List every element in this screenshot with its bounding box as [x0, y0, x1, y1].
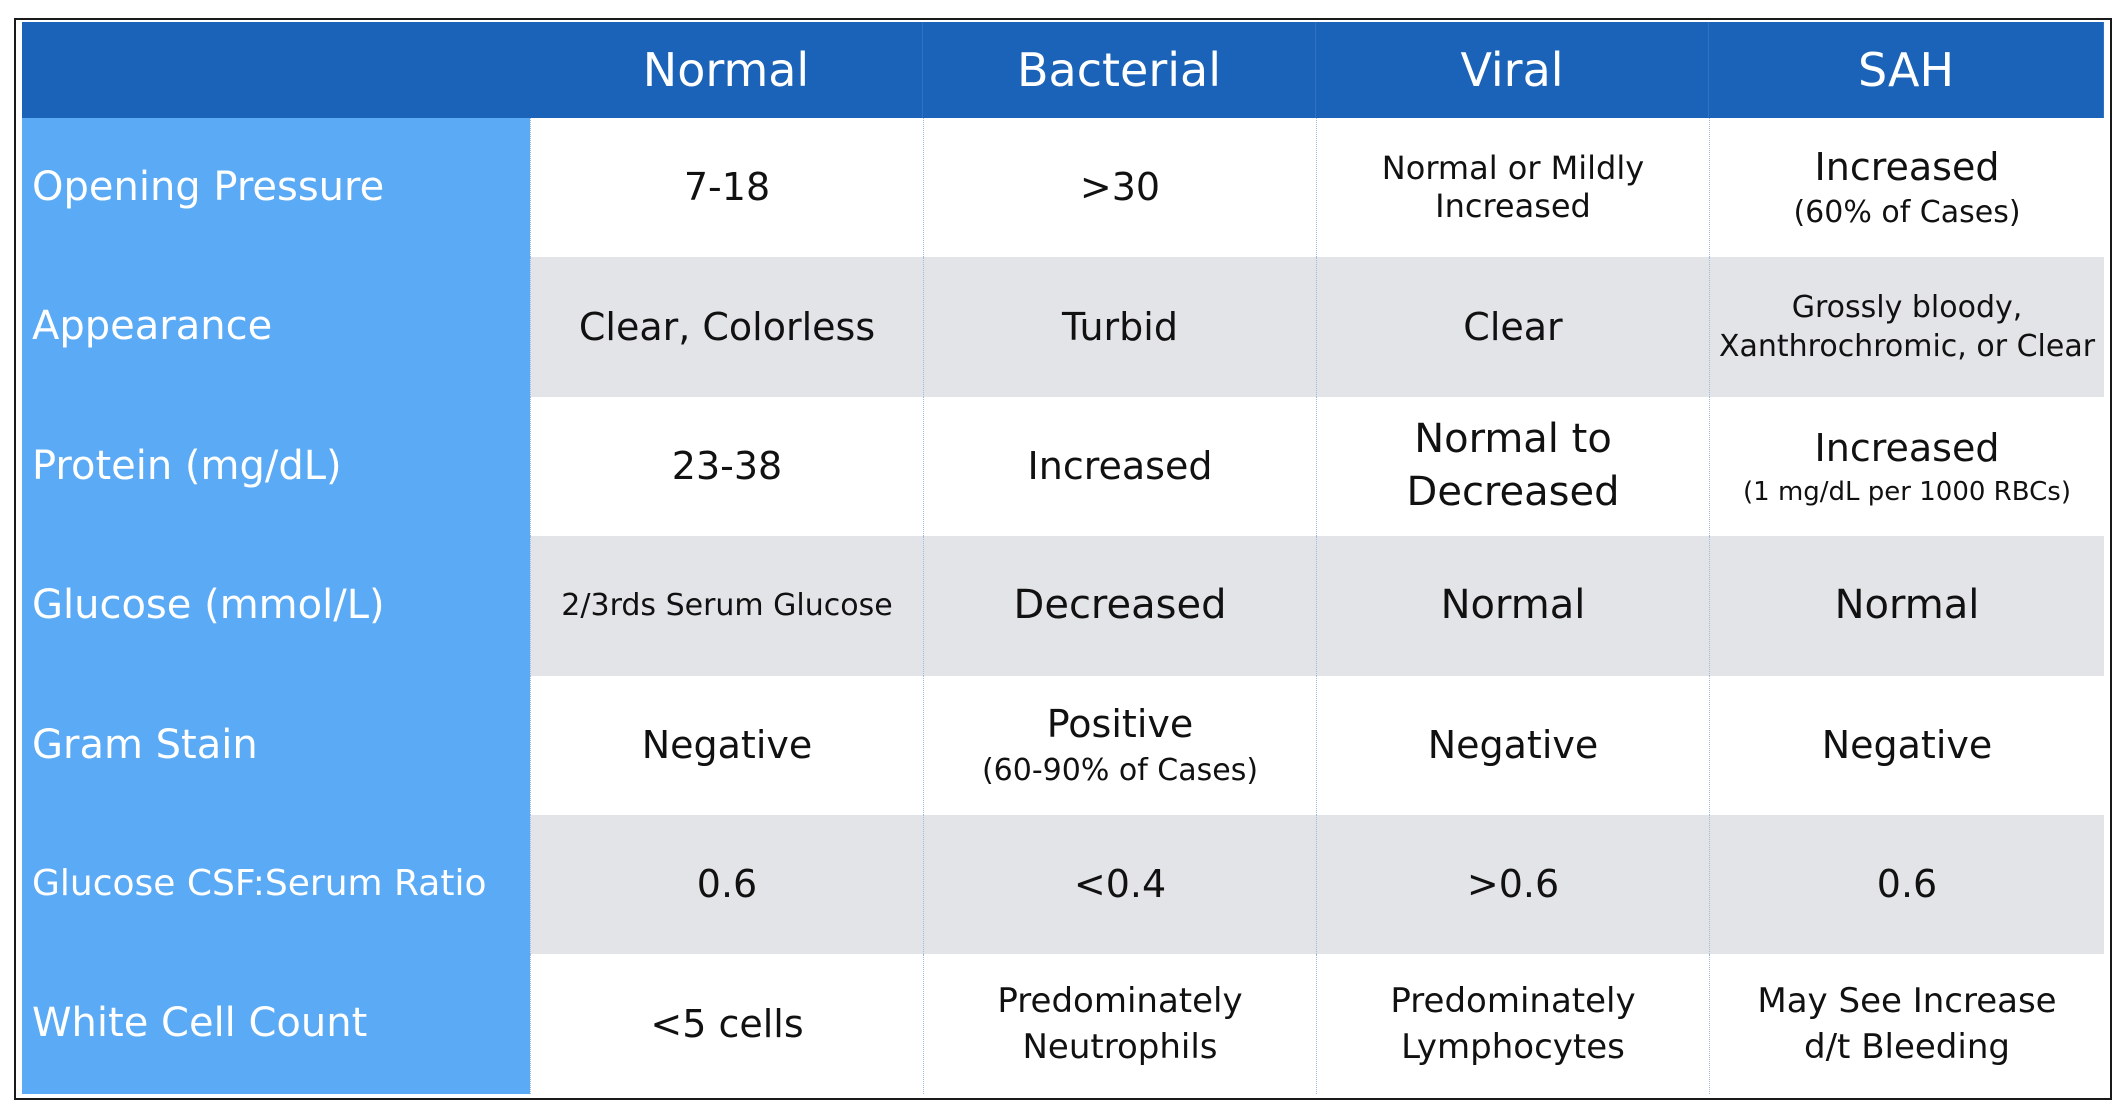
- table-cell: Clear: [1316, 257, 1709, 397]
- column-header-viral: Viral: [1316, 22, 1709, 118]
- cell-value: 7-18: [683, 165, 771, 210]
- cell-value: <5 cells: [650, 1001, 804, 1046]
- cell-subnote: (60% of Cases): [1793, 195, 2021, 231]
- cell-value: Negative: [1427, 722, 1599, 767]
- cell-subnote: (1 mg/dL per 1000 RBCs): [1743, 476, 2071, 507]
- cell-value: Positive: [1046, 702, 1194, 747]
- table-cell: Normal to Decreased: [1316, 396, 1709, 537]
- cell-value-line2: Neutrophils: [1022, 1027, 1218, 1068]
- table-cell: Decreased: [923, 536, 1316, 676]
- cell-value: Negative: [641, 722, 813, 767]
- cell-value: Predominately: [997, 980, 1243, 1021]
- table-cell: Normal: [1709, 536, 2104, 676]
- cell-value-line2: Xanthrochromic, or Clear: [1718, 329, 2096, 365]
- table-cell: Positive (60-90% of Cases): [923, 675, 1316, 815]
- cell-value: <0.4: [1073, 862, 1167, 907]
- table-cell: 0.6: [530, 814, 923, 955]
- table-cell: Negative: [1709, 675, 2104, 815]
- cell-value: 23-38: [671, 444, 783, 489]
- table-cell: May See Increase d/t Bleeding: [1709, 954, 2104, 1094]
- cell-value: Increased: [1814, 144, 2000, 189]
- row-label-glucose: Glucose (mmol/L): [22, 536, 530, 676]
- csf-comparison-table: Normal Bacterial Viral SAH Opening Press…: [22, 22, 2104, 1094]
- table-cell: Predominately Neutrophils: [923, 954, 1316, 1094]
- cell-value: >0.6: [1466, 862, 1560, 907]
- table-cell: Normal or Mildly Increased: [1316, 118, 1709, 258]
- row-label-glucose-ratio: Glucose CSF:Serum Ratio: [22, 814, 530, 955]
- cell-value: Normal or Mildly: [1381, 148, 1645, 187]
- cell-value-line2: Decreased: [1406, 469, 1620, 516]
- row-label-gram-stain: Gram Stain: [22, 675, 530, 815]
- table-cell: Increased: [923, 396, 1316, 537]
- cell-value: Normal: [1834, 582, 1980, 629]
- cell-value: Negative: [1821, 722, 1993, 767]
- table-cell: Normal: [1316, 536, 1709, 676]
- table-cell: <0.4: [923, 814, 1316, 955]
- cell-value: Clear, Colorless: [578, 304, 876, 349]
- cell-value: Predominately: [1390, 980, 1636, 1021]
- cell-value: 2/3rds Serum Glucose: [561, 588, 893, 624]
- table-cell: Turbid: [923, 257, 1316, 397]
- table-cell: Grossly bloody, Xanthrochromic, or Clear: [1709, 257, 2104, 397]
- column-header-normal: Normal: [530, 22, 923, 118]
- table-cell: 23-38: [530, 396, 923, 537]
- column-header-bacterial: Bacterial: [923, 22, 1316, 118]
- table-cell: >30: [923, 118, 1316, 258]
- cell-value: 0.6: [1876, 862, 1938, 907]
- table-cell: Negative: [1316, 675, 1709, 815]
- cell-value: 0.6: [696, 862, 758, 907]
- table-cell: 0.6: [1709, 814, 2104, 955]
- cell-subnote: (60-90% of Cases): [981, 752, 1259, 788]
- cell-value-line2: d/t Bleeding: [1804, 1027, 2010, 1068]
- table-cell: Predominately Lymphocytes: [1316, 954, 1709, 1094]
- table-cell: Increased (1 mg/dL per 1000 RBCs): [1709, 396, 2104, 537]
- cell-value: May See Increase: [1757, 980, 2057, 1021]
- table-cell: Negative: [530, 675, 923, 815]
- cell-value: Normal: [1440, 582, 1586, 629]
- table-cell: 7-18: [530, 118, 923, 258]
- table-cell: 2/3rds Serum Glucose: [530, 536, 923, 676]
- header-corner: [22, 22, 530, 118]
- row-label-opening-pressure: Opening Pressure: [22, 118, 530, 258]
- row-label-protein: Protein (mg/dL): [22, 396, 530, 537]
- table-cell: <5 cells: [530, 954, 923, 1094]
- cell-value-line2: Increased: [1435, 186, 1591, 225]
- cell-value: Turbid: [1062, 304, 1178, 349]
- cell-value-line2: Lymphocytes: [1401, 1027, 1625, 1068]
- cell-value: Clear: [1463, 304, 1563, 349]
- cell-value: Increased: [1814, 425, 2000, 470]
- cell-value: Decreased: [1013, 582, 1227, 629]
- cell-value: Grossly bloody,: [1791, 289, 2023, 325]
- cell-value: Normal to: [1414, 416, 1612, 463]
- cell-value: Increased: [1027, 444, 1213, 489]
- table-cell: Increased (60% of Cases): [1709, 118, 2104, 258]
- column-header-sah: SAH: [1709, 22, 2104, 118]
- table-cell: >0.6: [1316, 814, 1709, 955]
- row-label-white-cell-count: White Cell Count: [22, 954, 530, 1094]
- cell-value: >30: [1079, 165, 1161, 210]
- row-label-appearance: Appearance: [22, 257, 530, 397]
- table-cell: Clear, Colorless: [530, 257, 923, 397]
